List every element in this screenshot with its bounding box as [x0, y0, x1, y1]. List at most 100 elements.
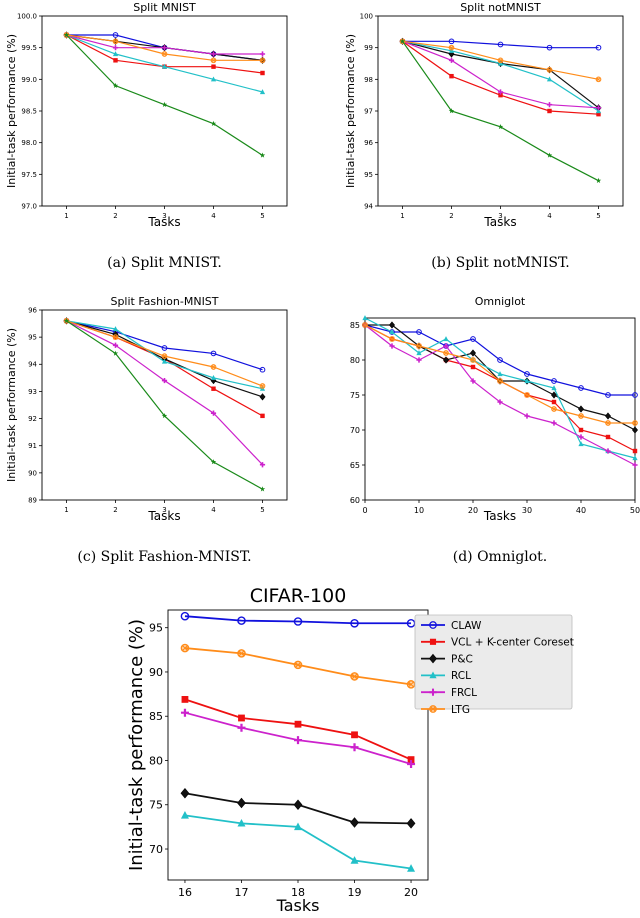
data-point — [237, 723, 246, 732]
series-claw — [180, 611, 416, 628]
legend-label: LTG — [451, 704, 470, 716]
x-tick-label: 4 — [211, 212, 216, 220]
x-tick-label: 50 — [630, 506, 640, 515]
legend: CLAW VCL + K-center Coreset P&C RCL FRCL LTG — [414, 614, 574, 716]
y-tick-label: 94 — [28, 361, 37, 369]
chart-title: Split notMNIST — [460, 1, 541, 14]
y-axis-label: Initial-task performance (%) — [5, 328, 18, 482]
series-ltg — [399, 38, 602, 83]
data-point — [112, 82, 119, 88]
data-point — [551, 378, 557, 384]
data-point — [632, 392, 638, 398]
data-point — [350, 856, 359, 864]
y-tick-label: 97.5 — [21, 171, 37, 179]
data-point — [351, 731, 358, 739]
series-vcl-k-center-coreset — [181, 696, 415, 764]
series-ltg — [362, 322, 638, 426]
y-tick-label: 94 — [364, 202, 373, 210]
legend-label: RCL — [451, 670, 471, 682]
data-point — [449, 73, 454, 79]
x-tick-label: 1 — [64, 212, 68, 220]
data-point — [470, 364, 476, 370]
legend-box — [414, 614, 573, 710]
data-point — [470, 349, 476, 357]
data-point — [546, 44, 553, 51]
y-tick-label: 75 — [350, 391, 360, 400]
series-vcl-k-center-coreset — [64, 318, 265, 419]
y-tick-label: 95 — [364, 171, 373, 179]
figure-caption: (c) Split Fashion-MNIST. — [77, 549, 251, 565]
data-point — [546, 152, 553, 158]
data-point — [632, 448, 638, 454]
x-tick-label: 40 — [576, 506, 586, 515]
series-line — [402, 40, 599, 112]
chart-e: 70 75 80 85 90 95 16 17 18 19 20 CIFAR-100 Tasks Init… — [126, 585, 574, 915]
data-point — [260, 413, 265, 419]
data-point — [448, 57, 455, 63]
x-tick-label: 1 — [64, 506, 68, 514]
data-point — [605, 434, 611, 440]
data-point — [63, 32, 70, 38]
data-point — [180, 643, 190, 653]
data-point — [407, 760, 416, 769]
chart-d: 60 65 70 75 80 85 0 10 20 30 40 50 Omniglot Tasks (d) … — [350, 295, 640, 565]
data-point — [578, 385, 584, 391]
data-point — [406, 818, 416, 829]
series-line — [402, 40, 599, 109]
series-line — [402, 40, 599, 49]
chart-title: CIFAR-100 — [250, 585, 347, 607]
x-tick-label: 19 — [348, 886, 362, 899]
series-line — [364, 324, 636, 466]
data-point — [237, 797, 246, 809]
data-point — [416, 329, 422, 335]
series-line — [402, 40, 599, 109]
y-tick-label: 99.5 — [21, 44, 37, 52]
data-point — [259, 486, 266, 492]
series-frcl — [63, 318, 266, 468]
chart-title: Omniglot — [475, 295, 526, 308]
series-p-c — [362, 321, 638, 434]
data-point — [293, 617, 303, 626]
data-point — [293, 660, 303, 670]
data-point — [210, 57, 217, 64]
data-point — [259, 393, 266, 401]
plot-frame — [41, 309, 288, 501]
legend-marker — [429, 705, 437, 713]
data-point — [596, 111, 601, 117]
y-tick-label: 100.0 — [17, 12, 37, 20]
y-tick-label: 85 — [149, 710, 163, 723]
series-frcl — [63, 32, 266, 57]
data-point — [443, 336, 449, 342]
chart-b: 94 95 96 97 98 99 100 1 2 3 4 5 Split notMNIST Tasks I… — [344, 1, 624, 271]
data-point — [161, 51, 168, 57]
data-point — [161, 63, 168, 69]
y-tick-label: 99.0 — [21, 76, 37, 84]
data-point — [551, 391, 557, 399]
y-tick-label: 90 — [149, 666, 163, 679]
y-tick-label: 98.0 — [21, 139, 37, 147]
y-tick-label: 75 — [149, 799, 163, 812]
y-tick-label: 60 — [350, 496, 360, 505]
y-tick-label: 91 — [28, 442, 37, 450]
series-line — [364, 317, 636, 459]
series-frcl — [180, 708, 416, 769]
data-point — [448, 108, 455, 114]
data-point — [416, 357, 422, 363]
data-point — [497, 57, 504, 64]
y-tick-label: 70 — [350, 426, 360, 435]
y-axis-label: Initial-task performance (%) — [344, 34, 357, 188]
data-point — [259, 57, 266, 64]
y-tick-label: 93 — [28, 388, 37, 396]
data-point — [112, 51, 119, 57]
data-point — [595, 44, 602, 51]
data-point — [497, 41, 504, 48]
data-point — [497, 378, 503, 384]
data-point — [112, 45, 119, 51]
data-point — [389, 329, 395, 335]
data-point — [524, 378, 530, 384]
data-point — [259, 51, 266, 57]
y-tick-label: 97.0 — [21, 202, 37, 210]
x-tick-label: 5 — [596, 212, 600, 220]
data-point — [497, 123, 504, 130]
data-point — [389, 336, 395, 342]
